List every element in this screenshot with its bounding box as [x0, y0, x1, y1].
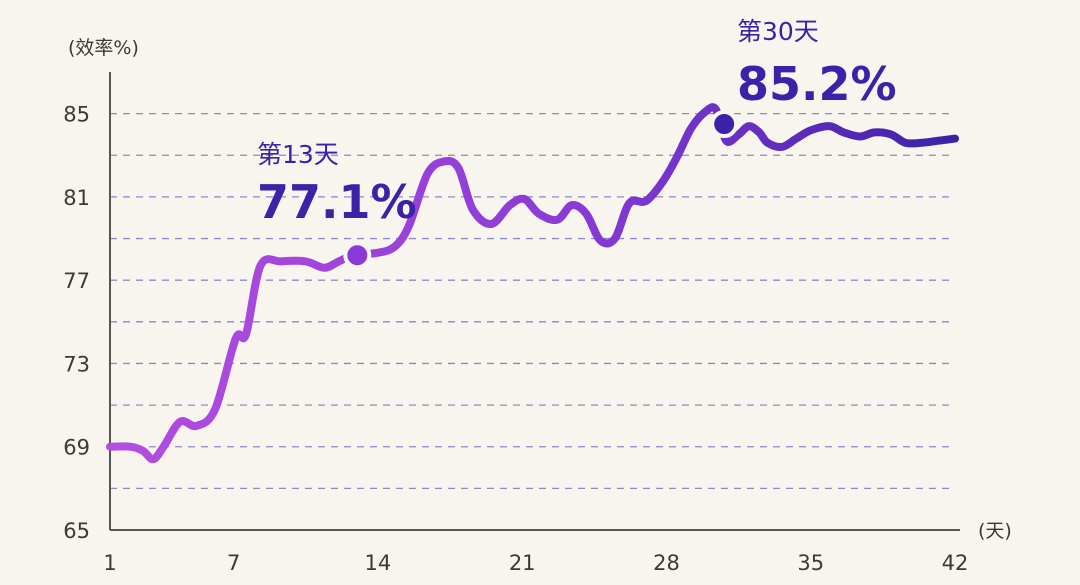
annotations: 第13天 77.1% 第30天 85.2%	[257, 17, 897, 270]
gridlines	[110, 112, 955, 490]
x-tick-label: 14	[365, 551, 392, 575]
y-tick-label: 85	[63, 103, 90, 127]
annotation-marker	[343, 241, 372, 270]
annotation-day-label: 第13天	[257, 140, 339, 169]
x-tick-label: 1	[103, 551, 116, 575]
y-tick-label: 77	[63, 269, 90, 293]
x-tick-label: 21	[509, 551, 536, 575]
x-tick-label: 7	[227, 551, 240, 575]
annotation-value-label: 77.1%	[257, 175, 417, 229]
efficiency-series-line	[106, 103, 959, 464]
x-axis-label: (天)	[978, 520, 1012, 542]
annotation-value-label: 85.2%	[737, 57, 897, 111]
series-layer	[106, 103, 959, 464]
annotation-day-label: 第30天	[737, 17, 819, 46]
x-tick-label: 35	[797, 551, 824, 575]
y-tick-labels: 65 69 73 77 81 85	[63, 103, 90, 543]
y-tick-label: 81	[63, 186, 90, 210]
axes	[109, 72, 960, 531]
y-tick-label: 65	[63, 519, 90, 543]
annotation-marker	[710, 110, 739, 139]
x-tick-label: 28	[653, 551, 680, 575]
x-tick-labels: 1 7 14 21 28 35 42	[103, 551, 968, 575]
x-tick-label: 42	[942, 551, 969, 575]
y-tick-label: 69	[63, 436, 90, 460]
y-tick-label: 73	[63, 352, 90, 376]
y-axis-label: (效率%)	[68, 37, 139, 59]
